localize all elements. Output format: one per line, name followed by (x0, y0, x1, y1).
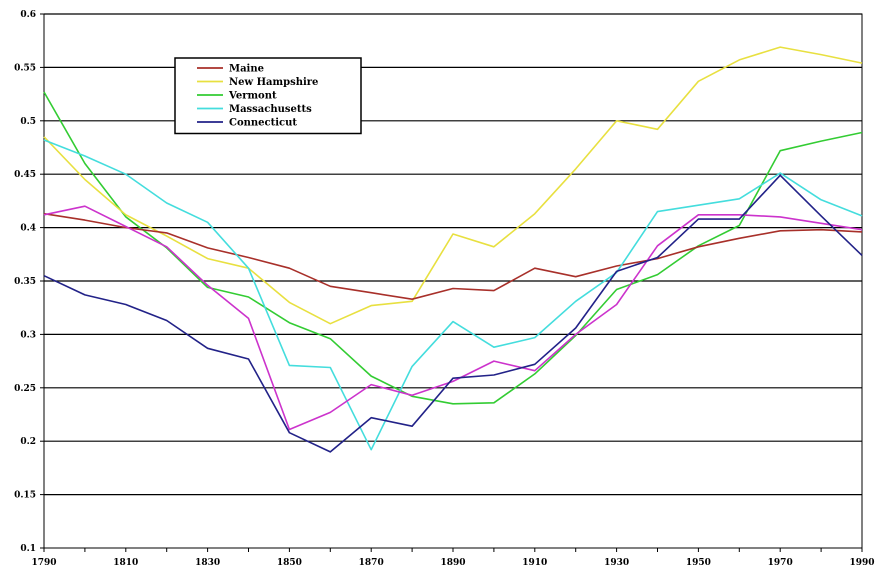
x-tick-label: 1790 (31, 558, 56, 568)
legend-entry-maine: Maine (229, 64, 264, 75)
y-tick-label: 0.2 (20, 437, 36, 447)
x-tick-label: 1810 (113, 558, 138, 568)
series-line-maine (43, 212, 863, 301)
legend-entry-vermont: Vermont (228, 91, 277, 102)
y-tick-label: 0.4 (20, 224, 36, 234)
y-tick-label: 0.3 (20, 330, 36, 340)
series-line-vermont (43, 91, 863, 405)
x-tick-label: 1850 (277, 558, 302, 568)
series-line-connecticut (43, 174, 863, 453)
x-tick-label: 1890 (440, 558, 465, 568)
y-tick-label: 0.15 (14, 491, 36, 501)
legend-entry-connecticut: Connecticut (229, 118, 297, 129)
series-layer (43, 46, 863, 453)
x-tick-label: 1990 (849, 558, 874, 568)
y-tick-label: 0.1 (20, 544, 36, 554)
y-axis: 0.1 0.15 0.2 0.25 0.3 0.35 0.4 0.45 0.5 0.55 0.6 (14, 10, 44, 554)
legend-entry-new-hampshire: New Hampshire (229, 77, 318, 88)
y-tick-label: 0.35 (14, 277, 36, 287)
x-tick-label: 1870 (359, 558, 384, 568)
x-tick-label: 1950 (686, 558, 711, 568)
y-tick-label: 0.45 (14, 170, 36, 180)
series-line-massachusetts (43, 139, 863, 451)
x-tick-label: 1910 (522, 558, 547, 568)
series-line-new-hampshire (43, 46, 863, 325)
x-tick-label: 1970 (768, 558, 793, 568)
y-tick-label: 0.5 (20, 117, 36, 127)
x-axis: 1790 1810 1830 1850 1870 1890 1910 1930 1950 1970… (31, 548, 875, 568)
legend-entry-massachusetts: Massachusetts (229, 104, 312, 115)
x-tick-label: 1930 (604, 558, 629, 568)
y-tick-label: 0.55 (14, 63, 36, 73)
y-tick-label: 0.25 (14, 384, 36, 394)
legend: Maine New Hampshire Vermont Massachusetts Co… (174, 57, 362, 135)
x-tick-label: 1830 (195, 558, 220, 568)
series-line-unlabeled (43, 205, 863, 431)
y-tick-label: 0.6 (20, 10, 36, 20)
